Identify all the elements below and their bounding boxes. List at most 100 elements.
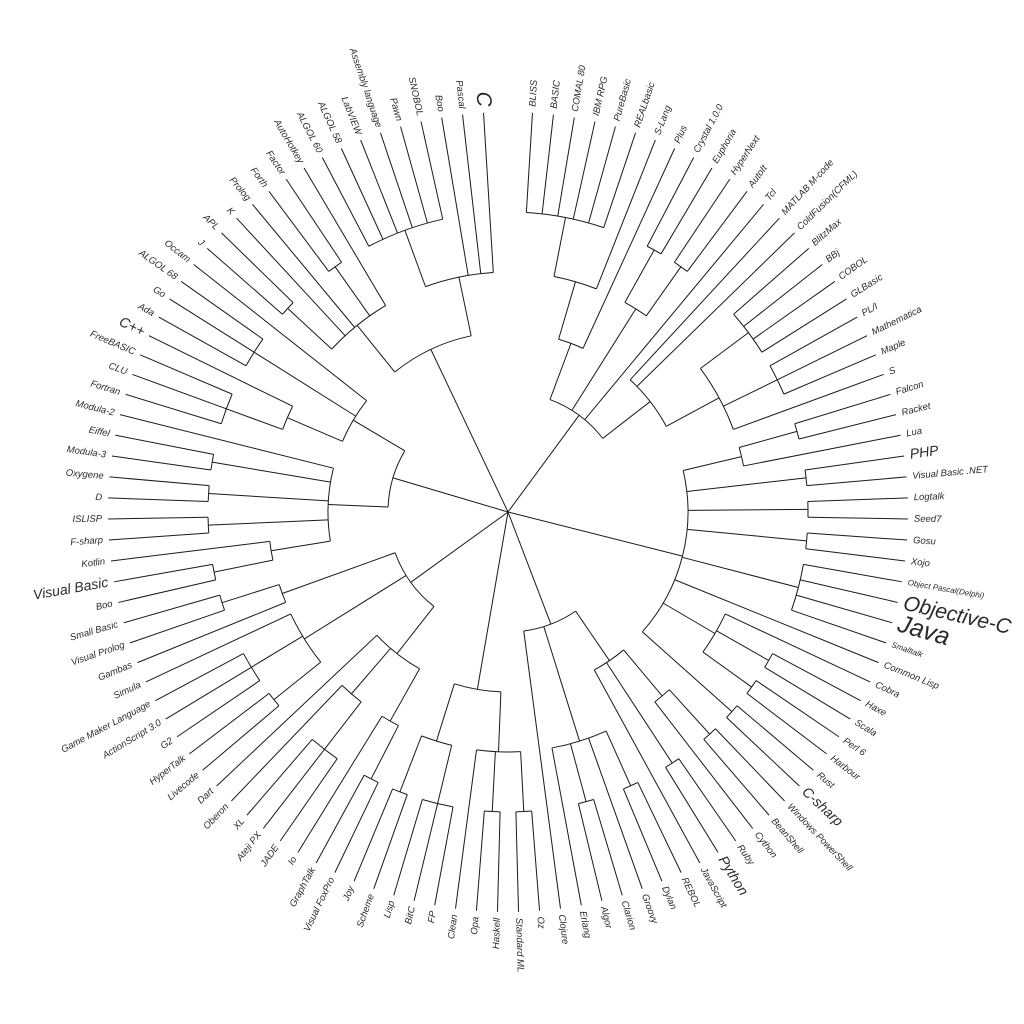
- branch-line-138: [110, 540, 270, 562]
- leaf-label-lua-25: Lua: [905, 426, 923, 440]
- leaf-label-bliss-0: BLISS: [527, 79, 540, 107]
- branch-arc: [392, 788, 408, 796]
- branch-line-129: [221, 584, 280, 604]
- branch-line-98: [434, 806, 454, 906]
- leaf-label-ibm-rpg-3: IBM RPG: [591, 75, 610, 117]
- leaf-label-clojure-56: Clojure: [556, 914, 571, 945]
- branch-arc: [594, 649, 624, 671]
- branch-line-11: [582, 148, 676, 349]
- branch-line-135: [213, 559, 273, 573]
- branch-arc: [553, 275, 597, 290]
- branch-line-106: [389, 668, 421, 722]
- branch-line-139: [208, 519, 329, 526]
- branch-arc: [699, 368, 734, 430]
- branch-line-32: [783, 354, 877, 395]
- leaf-label-dart-74: Dart: [195, 786, 216, 807]
- branch-line-18: [686, 190, 748, 272]
- branch-line-171: [303, 167, 387, 306]
- leaf-label-oz-57: Oz: [535, 916, 547, 929]
- branch-line-127: [282, 552, 396, 594]
- leaf-label-forth-106: Forth: [248, 165, 270, 189]
- leaf-label-basic-1: BASIC: [549, 80, 563, 110]
- leaf-label-rust-42: Rust: [814, 770, 836, 791]
- branch-line-173: [404, 230, 426, 287]
- branch-line-100: [393, 799, 423, 896]
- branch-arc: [269, 541, 274, 561]
- branch-line-136: [118, 579, 216, 603]
- branch-line-27: [752, 281, 836, 340]
- branch-line-122: [251, 635, 303, 668]
- branch-line-93: [496, 811, 501, 912]
- leaf-label-euphoria-9: Euphoria: [710, 127, 739, 165]
- branch-arc: [278, 584, 287, 603]
- branch-line-119: [273, 661, 322, 701]
- branch-line-44: [807, 497, 908, 502]
- leaf-label-c-117: C: [472, 91, 496, 108]
- leaf-label-xl-72: XL: [231, 816, 248, 833]
- branch-arc: [654, 689, 670, 703]
- branch-line-162: [356, 325, 396, 373]
- branch-arc: [674, 261, 688, 272]
- branch-line-78: [605, 730, 632, 786]
- branch-line-117: [216, 634, 378, 787]
- leaf-label-matlab-m-code-13: MATLAB M-code: [779, 157, 836, 217]
- leaf-label-small-basic-83: Small Basic: [69, 619, 120, 643]
- leaf-label-ateji-px-71: Ateji PX: [234, 829, 264, 864]
- branch-arc: [526, 212, 604, 229]
- branch-arc: [703, 728, 716, 740]
- branch-line-24: [700, 332, 749, 369]
- leaf-label-autoit-11: AutoIt: [746, 163, 770, 191]
- leaf-label-tcl-12: Tcl: [763, 186, 780, 203]
- branch-line-36: [739, 430, 798, 448]
- leaf-label-islisp-88: ISLISP: [72, 514, 102, 526]
- branch-line-152: [125, 393, 222, 425]
- branch-line-5: [541, 114, 554, 214]
- branch-line-114: [262, 749, 325, 829]
- branch-line-12: [571, 308, 637, 411]
- leaf-label-labview-111: LabVIEW: [339, 95, 364, 137]
- branch-line-103: [353, 788, 394, 882]
- branch-line-126: [145, 613, 291, 683]
- branch-line-3: [553, 217, 566, 277]
- branch-line-89: [520, 751, 525, 812]
- leaf-label-oxygene-90: Oxygene: [65, 468, 104, 482]
- branch-arc: [290, 613, 322, 663]
- branch-line-157: [158, 316, 247, 367]
- branch-line-175: [340, 148, 384, 240]
- branch-line-0: [507, 415, 580, 513]
- branch-line-50: [803, 563, 902, 583]
- branch-line-164: [206, 247, 283, 315]
- branch-line-52: [796, 594, 893, 624]
- branch-arc: [794, 423, 800, 440]
- branch-line-149: [352, 419, 406, 452]
- branch-line-105: [396, 606, 435, 654]
- branch-line-109: [315, 775, 365, 864]
- leaf-label-racket-24: Racket: [900, 401, 932, 419]
- branch-line-76: [593, 669, 701, 864]
- branch-line-161: [430, 349, 509, 513]
- branch-line-56: [725, 613, 871, 683]
- branch-arc: [646, 245, 662, 255]
- leaf-label-lisp-64: Lisp: [382, 900, 398, 920]
- branch-line-144: [109, 476, 210, 487]
- branch-arc: [381, 715, 399, 726]
- branch-line-2: [558, 281, 576, 340]
- branch-arc: [726, 705, 738, 718]
- branch-arc: [376, 634, 420, 670]
- branch-arc: [454, 683, 501, 693]
- branch-line-97: [437, 745, 453, 804]
- branch-line-49: [682, 556, 799, 588]
- branch-line-73: [606, 662, 673, 764]
- branch-line-60: [702, 651, 752, 688]
- branch-arc: [764, 653, 773, 668]
- branch-line-21: [629, 217, 780, 381]
- leaf-label-k-104: K: [224, 205, 237, 218]
- leaf-label-factor-107: Factor: [263, 149, 288, 178]
- branch-line-88: [498, 691, 502, 752]
- leaf-label-s-22: S: [887, 365, 897, 378]
- branch-line-176: [360, 139, 398, 234]
- branch-line-131: [123, 594, 220, 624]
- branch-line-68: [623, 649, 663, 697]
- leaf-label-fp-62: FP: [426, 909, 439, 924]
- branch-arc: [623, 781, 639, 790]
